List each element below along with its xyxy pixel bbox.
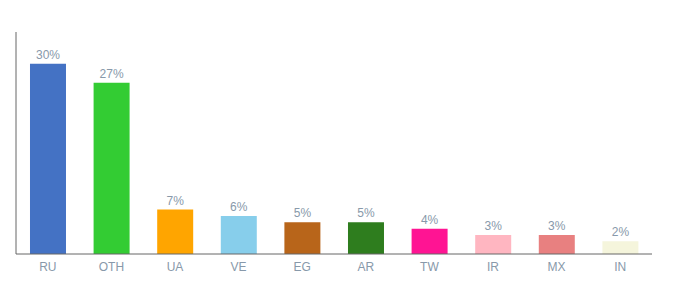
- svg-text:EG: EG: [294, 260, 311, 274]
- svg-text:4%: 4%: [421, 213, 439, 227]
- svg-text:30%: 30%: [36, 48, 60, 62]
- svg-text:3%: 3%: [548, 219, 566, 233]
- svg-text:5%: 5%: [294, 206, 312, 220]
- svg-text:IN: IN: [614, 260, 626, 274]
- svg-text:VE: VE: [231, 260, 247, 274]
- svg-text:2%: 2%: [612, 225, 630, 239]
- svg-text:3%: 3%: [485, 219, 503, 233]
- svg-text:OTH: OTH: [99, 260, 124, 274]
- svg-text:TW: TW: [420, 260, 439, 274]
- svg-text:IR: IR: [487, 260, 499, 274]
- svg-text:MX: MX: [548, 260, 566, 274]
- svg-text:27%: 27%: [100, 67, 124, 81]
- svg-text:AR: AR: [357, 260, 374, 274]
- svg-text:RU: RU: [39, 260, 56, 274]
- svg-text:6%: 6%: [230, 200, 248, 214]
- svg-text:7%: 7%: [167, 194, 185, 208]
- svg-text:5%: 5%: [357, 206, 375, 220]
- svg-text:UA: UA: [167, 260, 184, 274]
